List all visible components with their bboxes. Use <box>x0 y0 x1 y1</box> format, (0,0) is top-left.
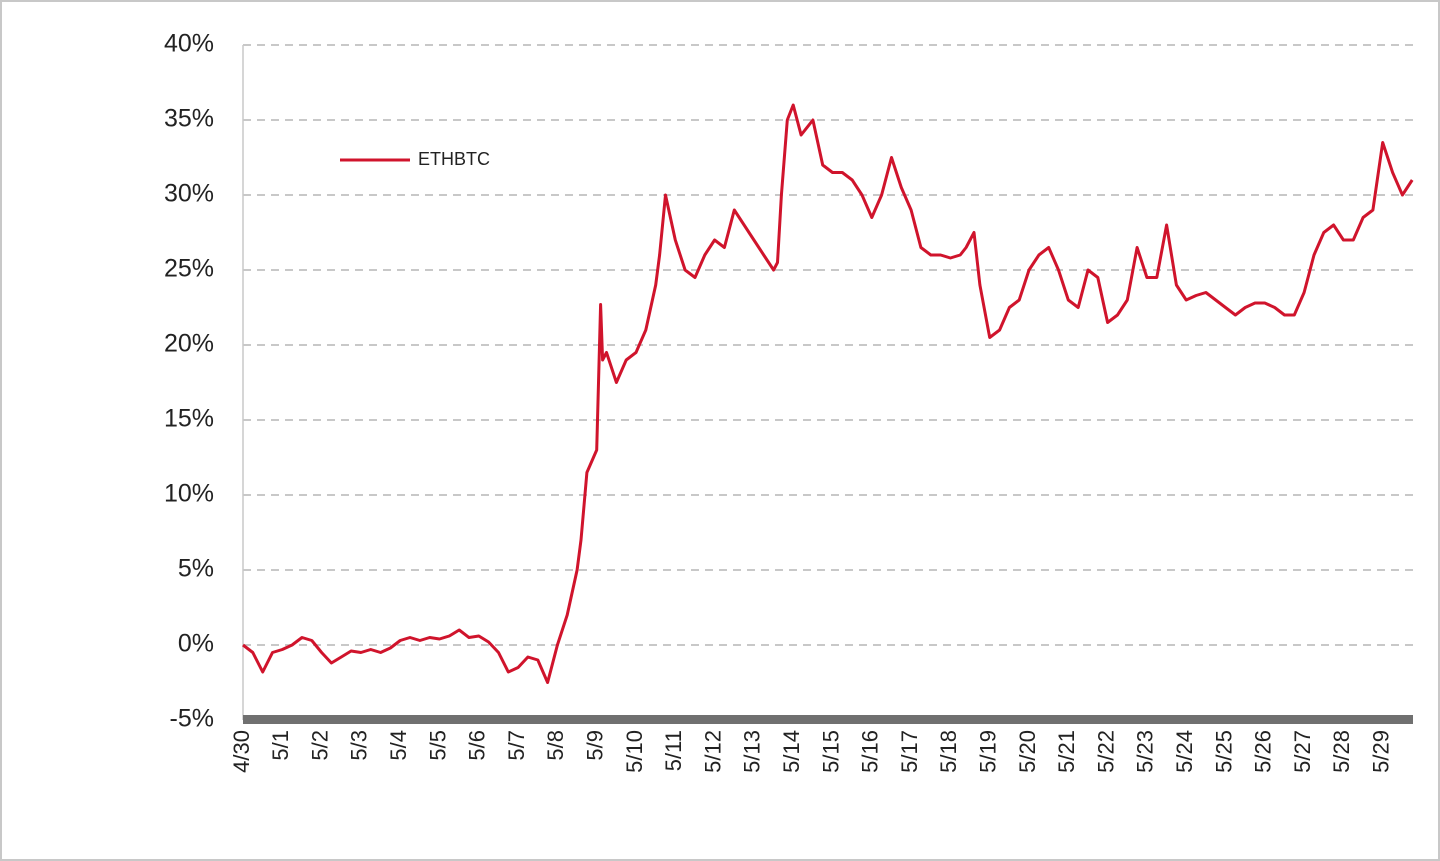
y-tick-label: 25% <box>164 255 214 283</box>
x-tick-label: 5/11 <box>661 730 686 771</box>
x-tick-label: 5/27 <box>1290 730 1315 773</box>
x-tick-label: 5/21 <box>1054 730 1079 773</box>
x-tick-label: 5/20 <box>1015 730 1040 773</box>
x-tick-label: 5/29 <box>1369 730 1394 773</box>
legend-label: ETHBTC <box>418 149 490 169</box>
x-tick-label: 5/22 <box>1093 730 1118 773</box>
y-tick-label: 20% <box>164 330 214 358</box>
x-tick-label: 5/19 <box>976 730 1001 773</box>
x-tick-label: 5/28 <box>1329 730 1354 773</box>
x-tick-label: 5/14 <box>779 730 804 773</box>
x-tick-label: 5/6 <box>465 730 490 761</box>
x-tick-label: 5/18 <box>936 730 961 773</box>
data-line <box>242 103 1414 684</box>
x-tick-label: 5/8 <box>543 730 568 761</box>
y-tick-label: 15% <box>164 405 214 433</box>
x-tick-label: 5/7 <box>504 730 529 761</box>
x-tick-label: 5/2 <box>307 730 332 761</box>
x-tick-label: 5/12 <box>700 730 725 773</box>
x-tick-label: 5/25 <box>1211 730 1236 773</box>
y-tick-label: 5% <box>178 555 214 583</box>
x-tick-label: 5/26 <box>1251 730 1276 773</box>
x-tick-label: 5/10 <box>622 730 647 773</box>
x-tick-label: 5/17 <box>897 730 922 773</box>
x-tick-label: 5/16 <box>858 730 883 773</box>
y-tick-label: 35% <box>164 105 214 133</box>
x-tick-label: 5/23 <box>1133 730 1158 773</box>
x-tick-label: 5/15 <box>818 730 843 773</box>
y-tick-label: 0% <box>178 630 214 658</box>
x-tick-label: 4/30 <box>229 730 254 773</box>
y-tick-label: 40% <box>164 30 214 58</box>
x-tick-label: 5/4 <box>386 730 411 761</box>
x-axis-bar <box>243 715 1413 724</box>
x-tick-label: 5/24 <box>1172 730 1197 773</box>
x-tick-label: 5/5 <box>425 730 450 761</box>
y-tick-label: -5% <box>170 705 214 733</box>
x-tick-label: 5/3 <box>347 730 372 761</box>
y-tick-label: 10% <box>164 480 214 508</box>
x-tick-label: 5/13 <box>740 730 765 773</box>
x-tick-label: 5/1 <box>268 730 293 761</box>
x-tick-label: 5/9 <box>583 730 608 761</box>
y-tick-label: 30% <box>164 180 214 208</box>
